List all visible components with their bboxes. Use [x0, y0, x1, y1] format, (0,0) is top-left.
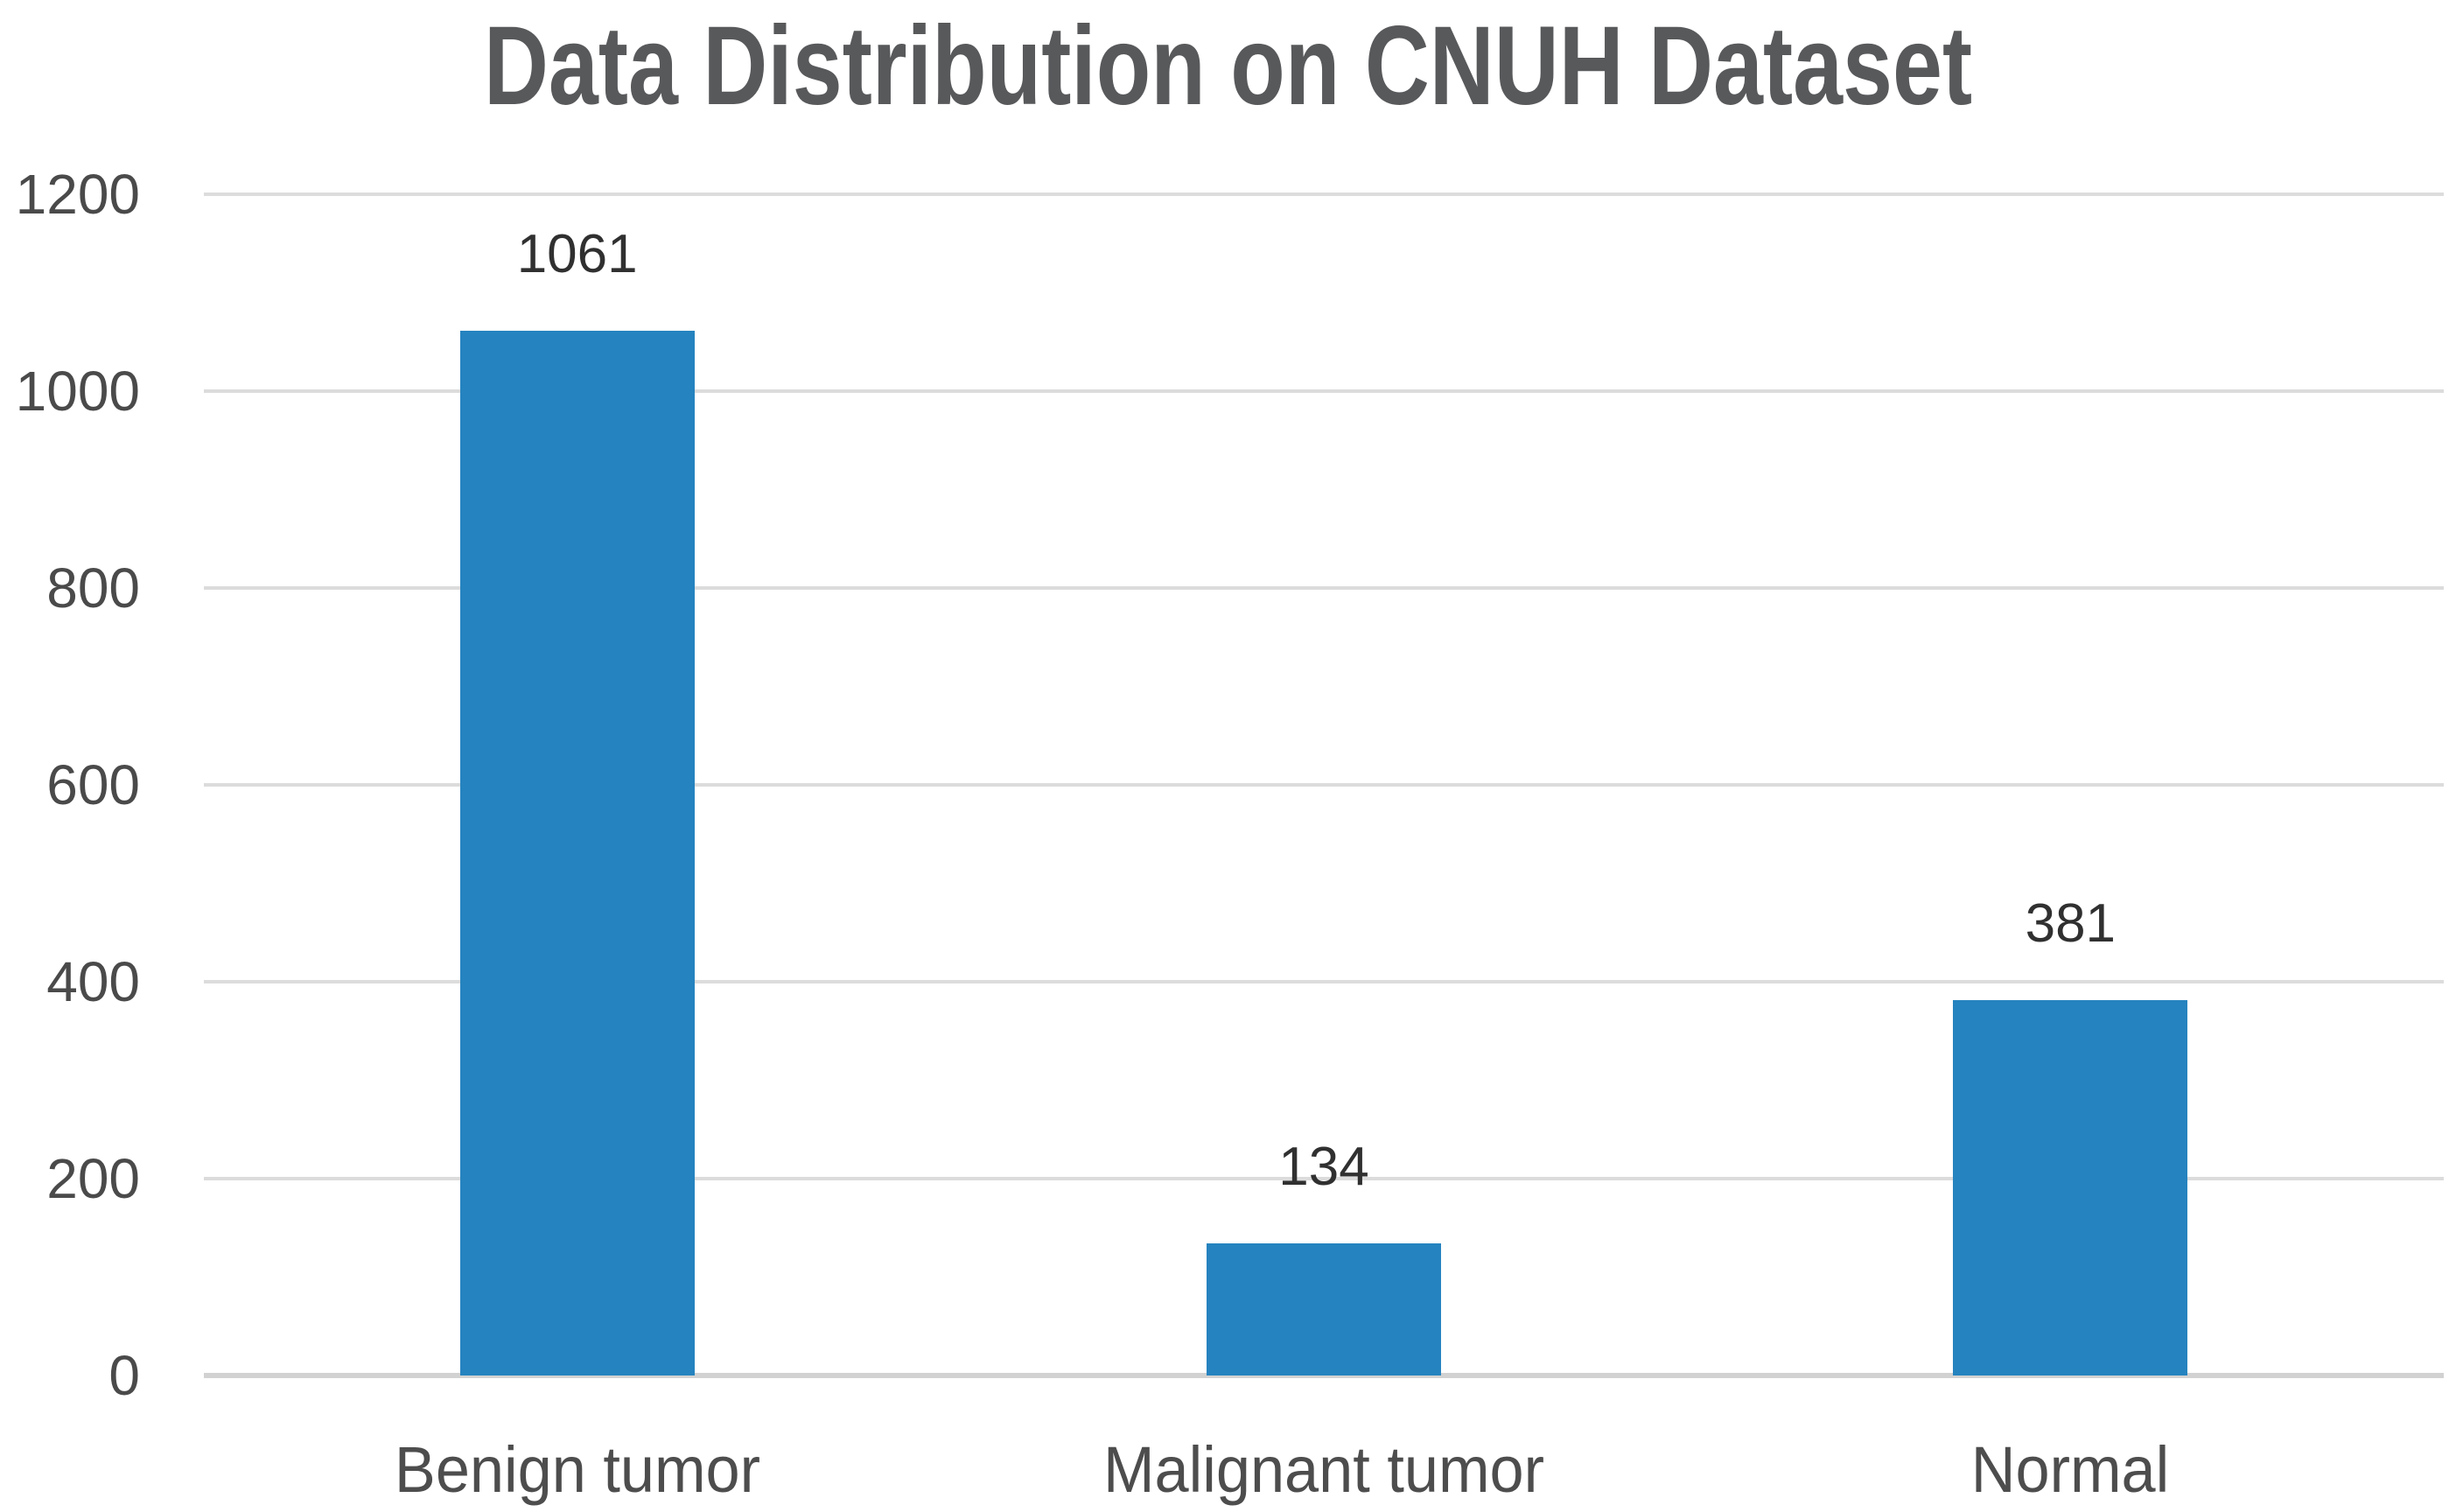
chart-title: Data Distribution on CNUH Dataset: [483, 4, 1973, 129]
bar: [1953, 1000, 2188, 1376]
y-tick-label: 1000: [15, 360, 140, 423]
y-tick-label: 800: [46, 556, 140, 620]
bar-value-label: 381: [2025, 893, 2117, 955]
bar: [459, 331, 695, 1376]
category-label: Benign tumor: [394, 1433, 760, 1506]
gridline: [204, 389, 2444, 393]
category-label: Malignant tumor: [1102, 1433, 1545, 1506]
y-tick-label: 400: [46, 950, 140, 1013]
bar-value-label: 134: [1278, 1137, 1369, 1198]
gridline: [204, 980, 2444, 984]
gridline: [204, 783, 2444, 787]
gridline: [204, 1177, 2444, 1180]
x-axis-line: [204, 1373, 2444, 1378]
y-tick-label: 200: [46, 1147, 140, 1210]
y-tick-label: 1200: [15, 163, 140, 226]
category-label: Normal: [1971, 1433, 2170, 1506]
gridline: [204, 192, 2444, 196]
bar: [1207, 1243, 1441, 1376]
y-tick-label: 600: [46, 753, 140, 816]
bar-value-label: 1061: [516, 224, 638, 285]
gridline: [204, 586, 2444, 590]
y-tick-label: 0: [108, 1344, 140, 1407]
